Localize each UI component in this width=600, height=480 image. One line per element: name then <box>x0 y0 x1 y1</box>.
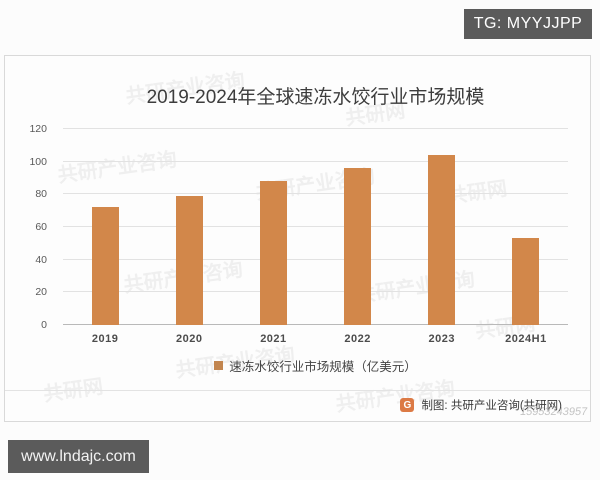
bar-slot-2022 <box>316 129 400 325</box>
bar-2024H1 <box>512 238 540 325</box>
y-tick-label-40: 40 <box>35 253 47 266</box>
telegram-contact-badge: TG: MYYJJPP <box>464 9 592 39</box>
bar-slot-2020 <box>147 129 231 325</box>
legend-swatch-icon <box>214 361 224 370</box>
y-tick-label-120: 120 <box>29 123 47 135</box>
y-tick-label-0: 0 <box>41 319 47 331</box>
bar-slot-2023 <box>400 129 484 325</box>
phone-watermark: 15953243957 <box>518 406 588 418</box>
brand-watermark-9: 共研网 <box>42 375 105 407</box>
x-tick-label-2019: 2019 <box>91 333 119 345</box>
chart-title: 2019-2024年全球速冻水饺行业市场规模 <box>146 87 485 108</box>
legend-label: 速冻水饺行业市场规模（亿美元） <box>229 360 417 374</box>
gridline-40 <box>63 258 568 260</box>
bar-2023 <box>428 155 456 325</box>
bar-series <box>63 129 568 325</box>
y-tick-label-80: 80 <box>35 188 47 201</box>
credit-row: G 制图: 共研产业咨询(共研网) <box>400 397 562 413</box>
site-url-badge: www.lndajc.com <box>8 440 149 473</box>
x-tick-label-2024H1: 2024H1 <box>505 333 547 345</box>
gridline-120 <box>63 128 568 129</box>
bar-slot-2024H1 <box>484 129 568 325</box>
x-tick-label-2020: 2020 <box>176 333 203 345</box>
x-axis: 2019 2020 2021 2022 2023 2024H1 <box>63 333 568 345</box>
gridline-100 <box>63 160 568 162</box>
x-tick-label-2022: 2022 <box>344 333 371 345</box>
gridline-80 <box>63 193 568 195</box>
gridline-0 <box>63 324 568 325</box>
bar-2020 <box>175 195 203 325</box>
bar-2021 <box>259 181 287 325</box>
gridline-20 <box>63 291 568 293</box>
chart-legend: 速冻水饺行业市场规模（亿美元） <box>63 356 568 375</box>
credit-text: 制图: 共研产业咨询(共研网) <box>421 400 562 412</box>
x-tick-label-2021: 2021 <box>260 333 287 345</box>
gridline-60 <box>63 226 568 227</box>
y-tick-label-60: 60 <box>35 221 47 233</box>
plot-area <box>63 128 568 325</box>
chart-card: 共研产业咨询共研网共研产业咨询共研产业咨询共研网共研产业咨询共研产业咨询共研网共… <box>4 55 591 422</box>
y-tick-label-20: 20 <box>35 286 47 299</box>
bar-2019 <box>91 207 119 325</box>
bar-2022 <box>344 168 372 325</box>
footer-divider <box>5 390 590 391</box>
y-axis: 0 20 40 60 80 100 120 <box>5 123 55 331</box>
gongyan-logo-icon: G <box>400 398 415 412</box>
bar-slot-2021 <box>231 129 315 325</box>
x-tick-label-2023: 2023 <box>428 333 456 345</box>
y-tick-label-100: 100 <box>29 155 47 168</box>
bar-slot-2019 <box>63 129 147 325</box>
